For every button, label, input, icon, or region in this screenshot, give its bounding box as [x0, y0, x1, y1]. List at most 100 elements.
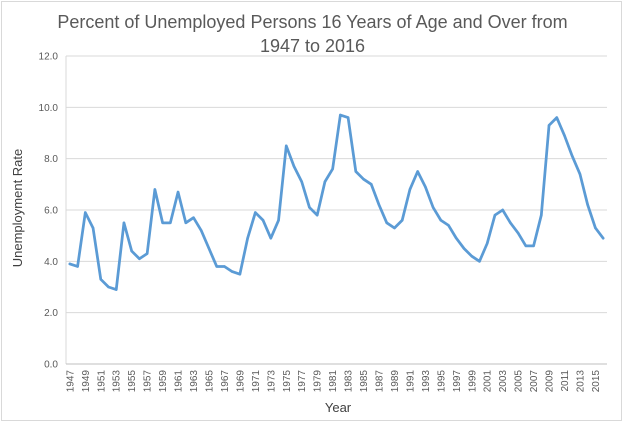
x-tick-label: 2003 [498, 370, 509, 393]
data-point [99, 278, 102, 281]
x-tick-label: 1961 [174, 370, 185, 393]
data-point [431, 206, 435, 209]
data-point [145, 252, 149, 255]
data-point [184, 221, 187, 225]
data-point [207, 247, 211, 250]
data-point [555, 116, 558, 119]
data-point [84, 211, 87, 214]
data-point [578, 172, 582, 176]
data-point [524, 244, 528, 248]
data-point [563, 134, 566, 137]
data-point [439, 219, 443, 222]
x-tick-label: 1991 [405, 370, 416, 393]
data-point [385, 221, 388, 225]
data-point [261, 219, 265, 222]
data-point [547, 124, 551, 127]
x-tick-label: 1965 [204, 370, 215, 393]
x-tick-label: 2013 [575, 370, 586, 393]
data-point [122, 221, 126, 225]
data-point [292, 165, 296, 168]
data-point [586, 203, 589, 207]
data-point [540, 213, 543, 217]
x-tick-label: 1969 [235, 370, 246, 393]
data-point [346, 116, 350, 119]
data-point [424, 185, 427, 189]
x-tick-label: 1979 [313, 370, 324, 393]
y-tick-label: 6.0 [44, 206, 58, 217]
data-point [230, 270, 234, 273]
data-point [130, 249, 133, 253]
data-point [455, 237, 458, 240]
data-point [269, 237, 273, 240]
x-tick-label: 1947 [65, 370, 76, 393]
chart-title-line-1: Percent of Unemployed Persons 16 Years o… [57, 12, 568, 32]
data-point [339, 113, 342, 117]
data-point [532, 244, 535, 248]
data-point [416, 170, 419, 173]
x-tick-label: 1951 [96, 370, 107, 393]
y-tick-label: 0.0 [44, 360, 58, 371]
data-point [169, 221, 172, 225]
data-point [486, 242, 489, 245]
data-point [447, 224, 450, 227]
x-tick-label: 1971 [251, 370, 262, 393]
unemployment-line [68, 113, 605, 291]
data-point [192, 216, 195, 219]
data-point [516, 231, 520, 235]
data-point [277, 219, 280, 222]
x-tick-label: 1963 [189, 370, 200, 393]
data-point [323, 180, 327, 183]
x-tick-label: 1993 [421, 370, 432, 393]
x-tick-label: 1983 [344, 370, 355, 393]
data-point [300, 180, 303, 183]
y-axis-ticks: 0.0 2.0 4.0 6.0 8.0 10.0 12.0 [39, 52, 59, 371]
x-tick-label: 1981 [328, 370, 339, 393]
y-tick-label: 2.0 [44, 308, 58, 319]
x-tick-label: 1957 [143, 370, 154, 393]
data-point [200, 229, 203, 232]
x-tick-label: 1959 [158, 370, 169, 393]
data-point [493, 213, 497, 217]
data-point [76, 265, 79, 268]
data-point [393, 226, 396, 230]
x-tick-label: 2005 [514, 370, 525, 393]
y-tick-label: 12.0 [39, 52, 59, 63]
data-point [571, 154, 574, 158]
data-point [238, 272, 242, 276]
data-point [246, 237, 249, 240]
y-tick-label: 8.0 [44, 154, 58, 165]
data-point [462, 247, 466, 250]
x-tick-label: 1955 [127, 370, 138, 393]
x-tick-label: 1975 [282, 370, 293, 393]
data-point [161, 221, 164, 225]
x-tick-label: 1989 [390, 370, 401, 393]
data-point [601, 237, 605, 240]
data-point [370, 183, 373, 186]
y-tick-label: 4.0 [44, 257, 58, 268]
data-point [153, 188, 157, 191]
data-point [400, 219, 404, 222]
x-tick-label: 1977 [297, 370, 308, 393]
x-tick-label: 1953 [112, 370, 123, 393]
data-point [315, 213, 319, 217]
x-tick-label: 2015 [591, 370, 602, 393]
x-tick-label: 1987 [375, 370, 386, 393]
data-point [509, 221, 512, 225]
data-point [215, 265, 218, 268]
data-point [594, 226, 597, 230]
data-point [176, 190, 180, 194]
data-point [408, 188, 412, 191]
x-tick-label: 1999 [467, 370, 478, 393]
data-point [115, 288, 118, 291]
data-point [285, 144, 288, 148]
data-point [470, 255, 473, 258]
y-axis-label: Unemployment Rate [10, 149, 25, 268]
x-tick-label: 2001 [483, 370, 494, 393]
data-point [254, 211, 257, 214]
data-point [91, 226, 95, 230]
chart-title-line-2: 1947 to 2016 [259, 36, 366, 56]
x-tick-label: 1949 [81, 370, 92, 393]
data-point [138, 257, 141, 260]
data-point [501, 208, 504, 212]
